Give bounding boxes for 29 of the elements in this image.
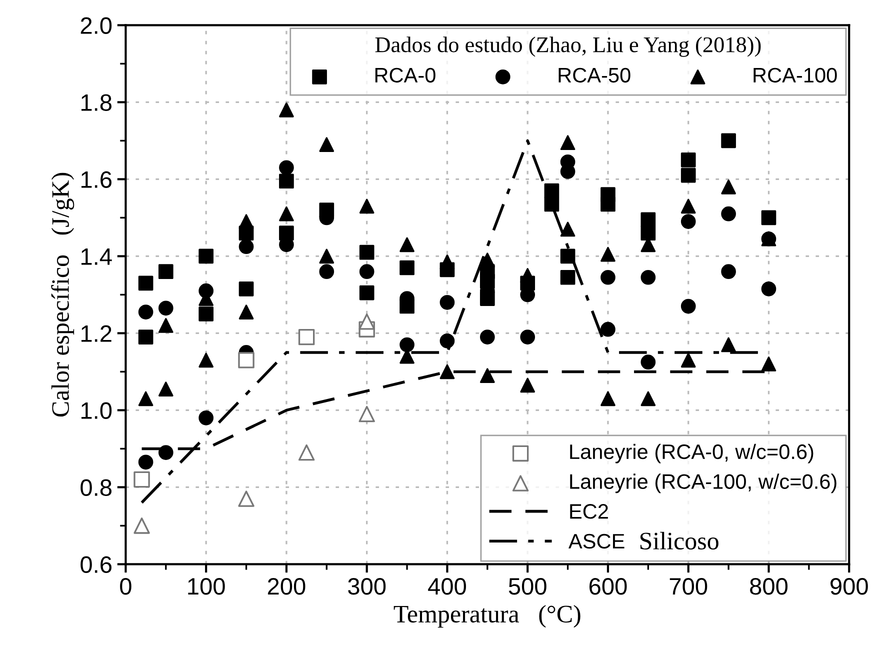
y-tick-label: 1.2 xyxy=(81,325,112,342)
x-tick-label: 700 xyxy=(670,578,708,595)
x-tick-label: 0 xyxy=(120,578,132,595)
y-axis-title: Calor específico (J/gK) xyxy=(51,172,74,417)
y-tick-label: 1.6 xyxy=(81,171,112,188)
y-tick-label: 0.6 xyxy=(80,556,112,573)
y-tick-label: 0.8 xyxy=(80,479,112,496)
legend-label: EC2 xyxy=(570,504,608,519)
x-tick-label: 300 xyxy=(348,578,386,595)
legend-label: ASCE xyxy=(568,534,624,549)
legend-label: RCA-100 xyxy=(754,68,837,83)
x-tick-label: 100 xyxy=(188,578,225,595)
y-tick-label: 1.8 xyxy=(81,94,112,111)
x-tick-label: 400 xyxy=(428,578,466,595)
y-tick-label: 1.4 xyxy=(81,248,112,265)
legend-label: Laneyrie (RCA-0, w/c=0.6) xyxy=(570,444,814,464)
annotation: Silicoso xyxy=(640,532,718,550)
x-tick-label: 800 xyxy=(750,578,788,595)
legend-label: RCA-50 xyxy=(558,68,630,83)
y-tick-label: 2.0 xyxy=(80,17,112,34)
x-tick-label: 500 xyxy=(508,578,546,595)
y-tick-label: 1.0 xyxy=(81,402,112,419)
x-tick-label: 600 xyxy=(589,578,627,595)
x-axis-title: Temperatura (°C) xyxy=(394,604,580,628)
legend-title: Dados do estudo (Zhao, Liu e Yang (2018)) xyxy=(375,36,761,57)
legend-label: RCA-0 xyxy=(375,68,436,83)
x-tick-label: 200 xyxy=(268,578,306,595)
x-tick-label: 900 xyxy=(830,578,868,595)
legend-label: Laneyrie (RCA-100, w/c=0.6) xyxy=(570,474,836,494)
